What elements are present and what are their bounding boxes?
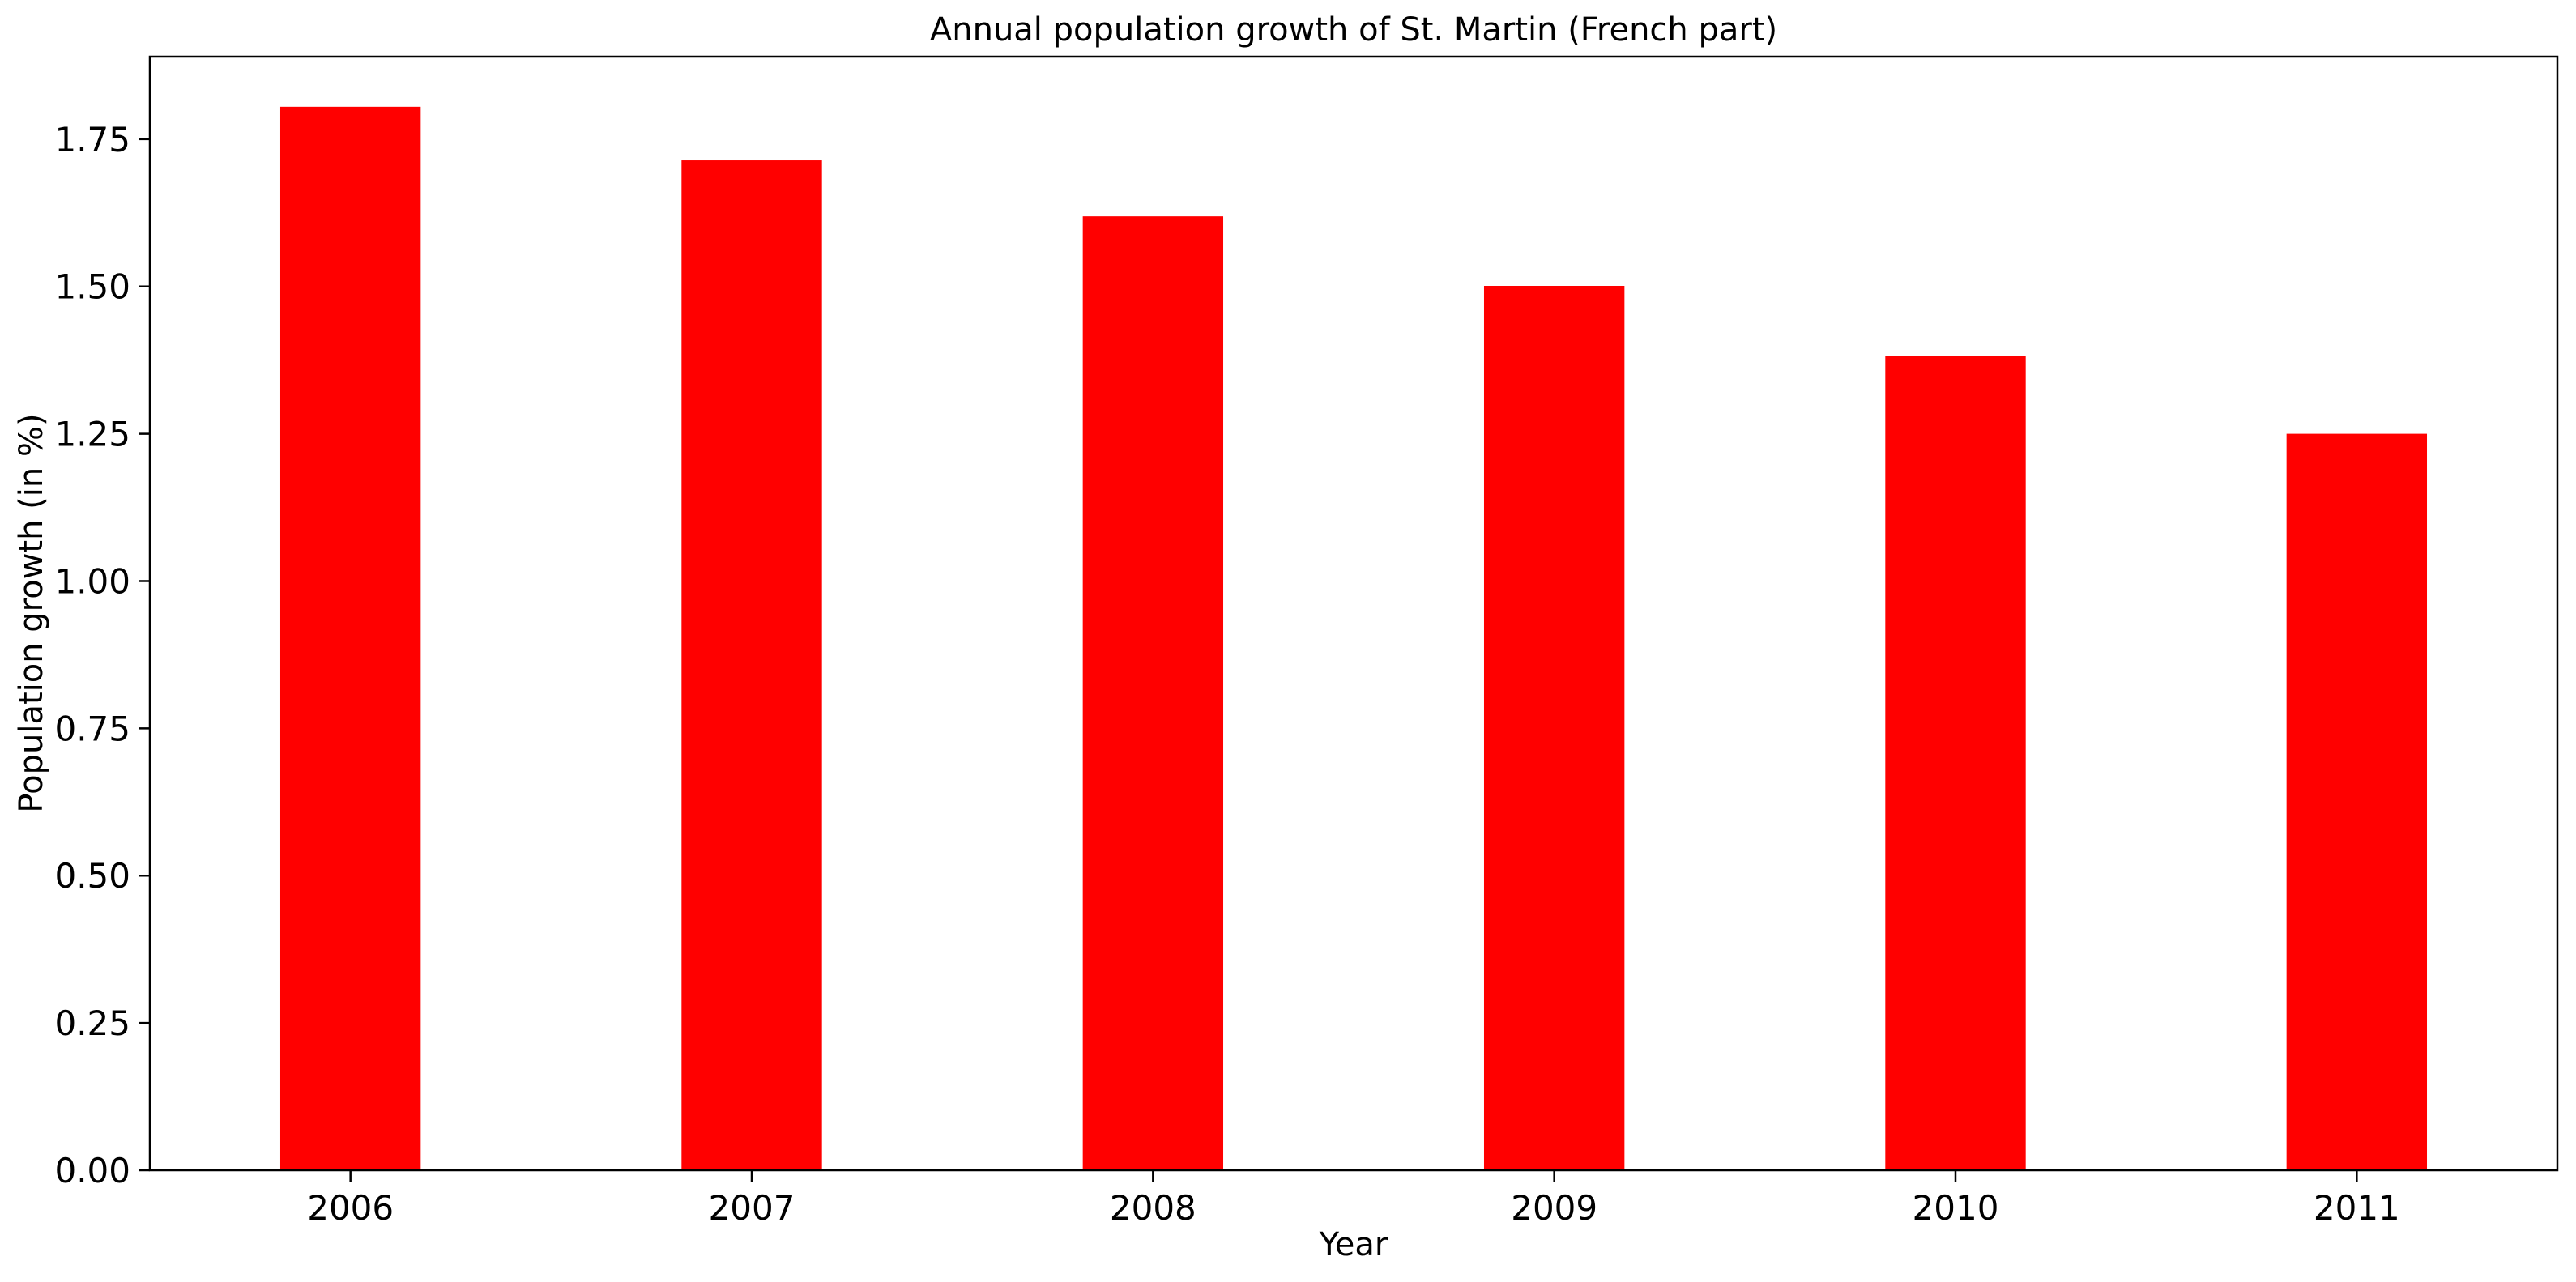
y-tick-label: 1.25 bbox=[54, 415, 130, 454]
bar-2008 bbox=[1082, 216, 1224, 1170]
x-tick-label: 2007 bbox=[709, 1188, 795, 1228]
x-tick-label: 2006 bbox=[307, 1188, 394, 1228]
y-tick-label: 0.75 bbox=[54, 709, 130, 748]
y-tick-label: 0.50 bbox=[54, 856, 130, 896]
y-axis: 0.00 0.25 0.50 0.75 1.00 1.25 1.50 1.75 bbox=[54, 120, 150, 1190]
plot-frame bbox=[148, 55, 2559, 1172]
bar-2006 bbox=[279, 106, 421, 1170]
y-tick-label: 1.50 bbox=[54, 267, 130, 307]
y-tick-label: 1.00 bbox=[54, 561, 130, 601]
x-tick-label: 2011 bbox=[2314, 1188, 2400, 1228]
bars-layer bbox=[279, 106, 2428, 1170]
x-tick-label: 2010 bbox=[1913, 1188, 1999, 1228]
bar-2010 bbox=[1885, 356, 2026, 1170]
x-axis-label: Year bbox=[1319, 1226, 1388, 1263]
x-axis: 2006 2007 2008 2009 2010 2011 bbox=[307, 1170, 2400, 1228]
y-tick-label: 0.25 bbox=[54, 1003, 130, 1043]
bar-2009 bbox=[1483, 286, 1625, 1170]
y-tick-label: 1.75 bbox=[54, 120, 130, 160]
bar-2011 bbox=[2286, 433, 2428, 1170]
bar-2007 bbox=[681, 160, 822, 1170]
y-tick-label: 0.00 bbox=[54, 1151, 130, 1190]
y-axis-label: Population growth (in %) bbox=[13, 413, 50, 812]
chart-title: Annual population growth of St. Martin (… bbox=[930, 11, 1777, 49]
x-tick-label: 2009 bbox=[1511, 1188, 1597, 1228]
x-tick-label: 2008 bbox=[1110, 1188, 1196, 1228]
